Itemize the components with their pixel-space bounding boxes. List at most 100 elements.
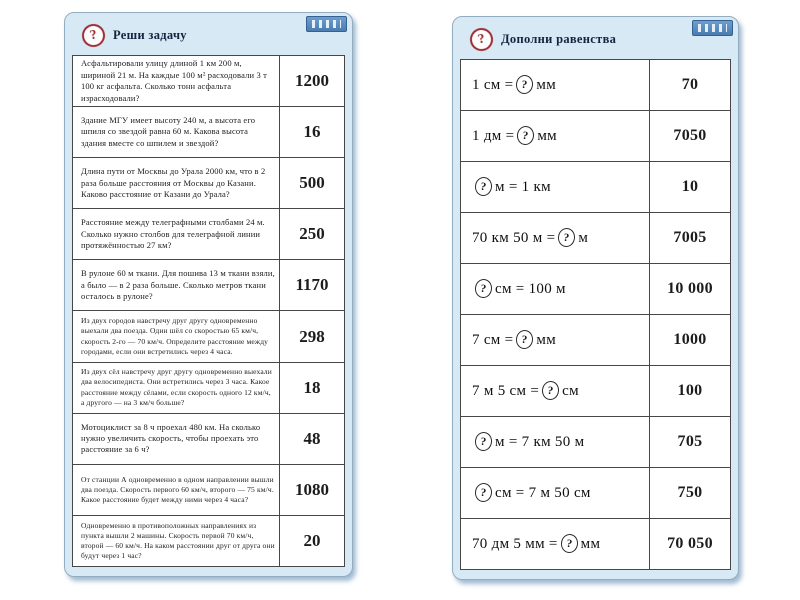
equation-before: 1 дм = [472,127,515,144]
equation-before: 7 м 5 см = [472,382,540,399]
problem-row: Мотоциклист за 8 ч проехал 480 км. На ск… [73,412,344,464]
problem-row: Расстояние между телеграфными столбами 2… [73,208,344,260]
equation-after: м = 1 км [495,178,551,195]
problem-text: Из двух городов навстречу друг другу одн… [81,316,269,356]
panel-header: ? Реши задачу [70,16,347,55]
answer-cell: 16 [279,107,344,158]
problem-row: Одновременно в противоположных направлен… [73,514,344,566]
answer-cell: 70 050 [649,519,730,569]
answer-cell: 1080 [279,464,344,515]
equation-text: 70 км 50 м = ? м [461,213,649,263]
circled-question-mark: ? [473,277,494,299]
equation-before: 7 см = [472,331,514,348]
panel-title: Реши задачу [113,28,187,42]
solve-problems-card: ? Реши задачу Асфальтировали улицу длино… [64,12,353,577]
equation-after: см = 7 м 50 см [495,484,591,501]
problem-text: Из двух сёл навстречу друг другу одновре… [81,367,272,407]
complete-equalities-card: ? Дополни равенства 1 см = ? мм 70 1 дм … [452,16,739,580]
problem-row: Из двух сёл навстречу друг другу одновре… [73,361,344,413]
equation-row: 7 м 5 см = ? см 100 [461,365,730,416]
equation-text: ? м = 1 км [461,162,649,212]
equation-after: м [578,229,589,246]
equalities-table: 1 см = ? мм 70 1 дм = ? мм 7050 ? м = 1 … [460,59,731,570]
equation-after: мм [580,535,601,552]
equation-text: ? см = 100 м [461,264,649,314]
question-mark-icon: ? [79,21,108,50]
equation-row: ? м = 7 км 50 м 705 [461,416,730,467]
watermark-marks [312,20,341,28]
problem-text: Расстояние между телеграфными столбами 2… [81,217,265,251]
answer-cell: 20 [279,515,344,566]
equation-before: 70 км 50 м = [472,229,556,246]
equation-row: 1 дм = ? мм 7050 [461,110,730,161]
watermark-marks [698,24,727,32]
circled-question-mark: ? [516,124,536,146]
problem-text: Одновременно в противоположных направлен… [81,520,275,561]
equation-after: мм [536,331,557,348]
problem-text: Мотоциклист за 8 ч проехал 480 км. На ск… [81,421,261,455]
question-mark-icon: ? [467,25,496,54]
answer-cell: 500 [279,158,344,209]
answer-cell: 100 [649,366,730,416]
answer-cell: 70 [649,60,730,110]
problem-text: Длина пути от Москвы до Урала 2000 км, ч… [81,166,266,199]
panel-header: ? Дополни равенства [458,20,733,59]
circled-question-mark: ? [540,379,561,401]
answer-cell: 18 [279,362,344,413]
equation-after: м = 7 км 50 м [495,433,585,450]
equation-text: 1 см = ? мм [461,60,649,110]
answer-cell: 1200 [279,56,344,107]
answer-cell: 7005 [649,213,730,263]
equation-row: 70 дм 5 мм = ? мм 70 050 [461,518,730,569]
answer-cell: 705 [649,417,730,467]
problem-row: От станции А одновременно в одном направ… [73,463,344,515]
equation-row: ? см = 7 м 50 см 750 [461,467,730,518]
equation-text: ? см = 7 м 50 см [461,468,649,518]
circled-question-mark: ? [557,226,577,248]
problem-row: В рулоне 60 м ткани. Для пошива 13 м тка… [73,259,344,311]
problem-row: Длина пути от Москвы до Урала 2000 км, ч… [73,157,344,209]
equation-after: см [562,382,579,399]
panel-title: Дополни равенства [501,32,617,46]
equation-text: 7 см = ? мм [461,315,649,365]
answer-cell: 750 [649,468,730,518]
equation-after: см = 100 м [495,280,566,297]
answer-cell: 1170 [279,260,344,311]
equation-row: ? см = 100 м 10 000 [461,263,730,314]
circled-question-mark: ? [559,532,579,554]
problem-text: Асфальтировали улицу длиной 1 км 200 м, … [81,58,268,103]
answer-cell: 298 [279,311,344,362]
equation-row: ? м = 1 км 10 [461,161,730,212]
equation-text: ? м = 7 км 50 м [461,417,649,467]
equation-row: 7 см = ? мм 1000 [461,314,730,365]
equation-row: 70 км 50 м = ? м 7005 [461,212,730,263]
equation-text: 70 дм 5 мм = ? мм [461,519,649,569]
circled-question-mark: ? [473,430,494,452]
problem-row: Из двух городов навстречу друг другу одн… [73,310,344,362]
answer-cell: 48 [279,413,344,464]
answer-cell: 10 000 [649,264,730,314]
problem-text: От станции А одновременно в одном направ… [81,474,274,504]
circled-question-mark: ? [515,328,535,350]
equation-text: 7 м 5 см = ? см [461,366,649,416]
equation-before: 70 дм 5 мм = [472,535,558,552]
answer-cell: 1000 [649,315,730,365]
equation-text: 1 дм = ? мм [461,111,649,161]
circled-question-mark: ? [515,73,535,95]
equation-after: мм [537,127,557,144]
answer-cell: 7050 [649,111,730,161]
answer-cell: 10 [649,162,730,212]
problem-row: Асфальтировали улицу длиной 1 км 200 м, … [73,56,344,107]
problems-table: Асфальтировали улицу длиной 1 км 200 м, … [72,55,345,567]
problem-row: Здание МГУ имеет высоту 240 м, а высота … [73,106,344,158]
problem-text: В рулоне 60 м ткани. Для пошива 13 м тка… [81,268,275,302]
watermark-badge [306,16,347,32]
answer-cell: 250 [279,209,344,260]
equation-before: 1 см = [472,76,514,93]
watermark-badge [692,20,733,36]
circled-question-mark: ? [473,175,494,197]
problem-text: Здание МГУ имеет высоту 240 м, а высота … [81,114,256,148]
equation-after: мм [536,76,557,93]
circled-question-mark: ? [473,481,494,503]
equation-row: 1 см = ? мм 70 [461,60,730,110]
